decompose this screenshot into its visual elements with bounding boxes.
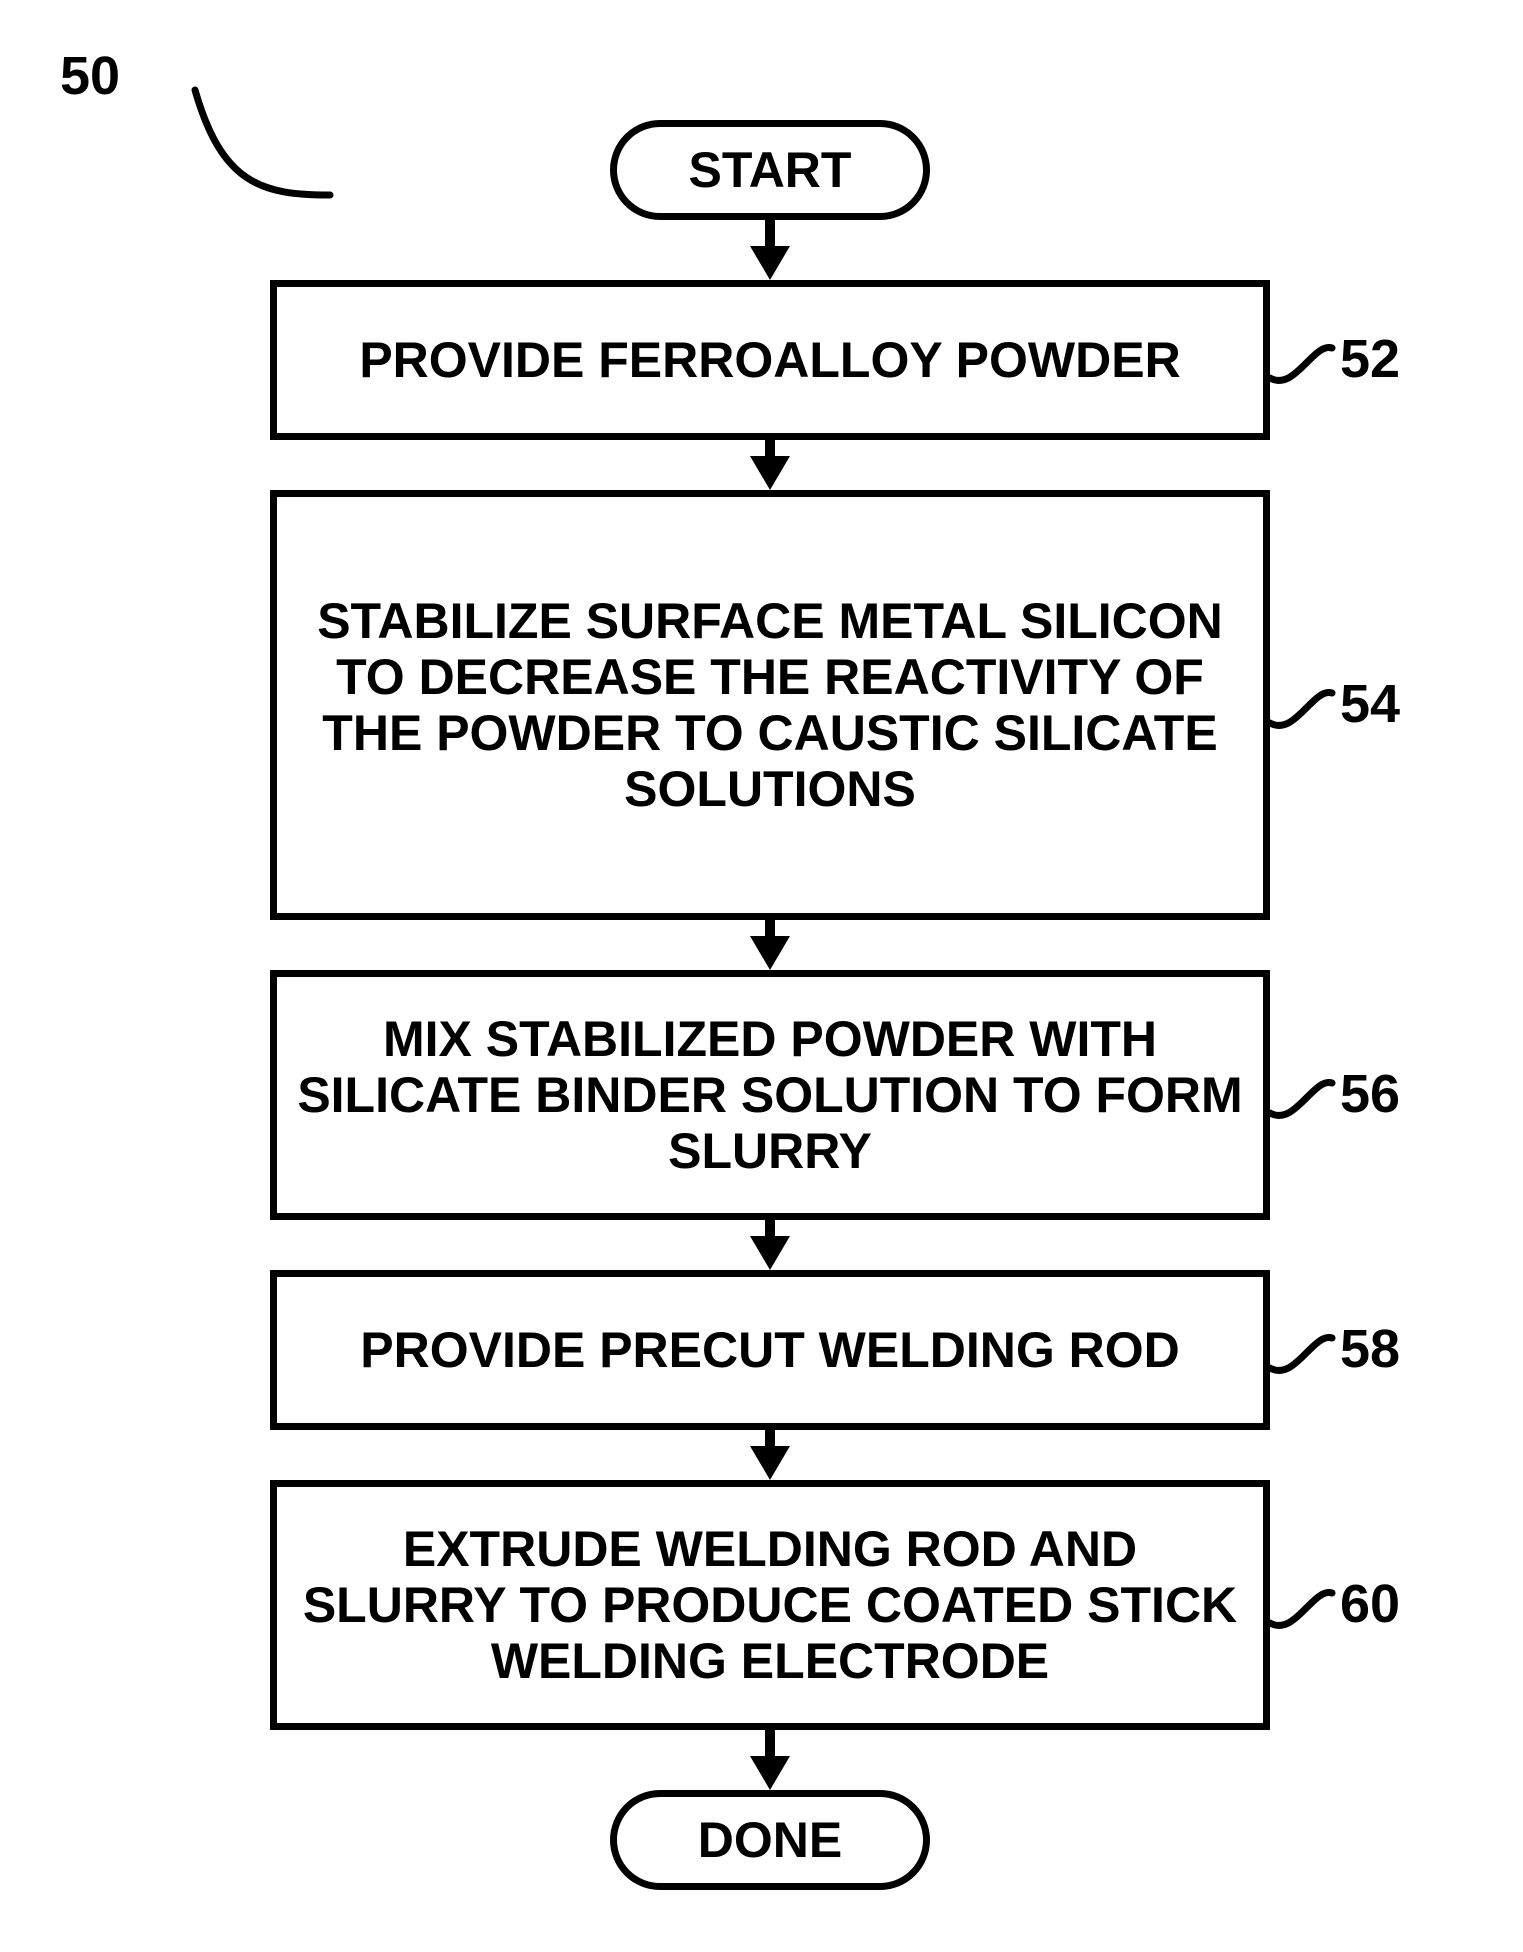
terminator-done-label: DONE: [698, 1811, 842, 1869]
process-step-56-text: MIX STABILIZED POWDER WITH SILICATE BIND…: [297, 1011, 1243, 1179]
ref-label-54: 54: [1340, 673, 1400, 735]
terminator-start: START: [610, 120, 930, 220]
ref-50-leader: [185, 80, 360, 225]
ref-label-52: 52: [1340, 328, 1400, 390]
ref-label-56: 56: [1340, 1063, 1400, 1125]
process-step-60-text: EXTRUDE WELDING ROD AND SLURRY TO PRODUC…: [297, 1521, 1243, 1689]
process-step-54-text: STABILIZE SURFACE METAL SILICON TO DECRE…: [297, 593, 1243, 817]
leader-60: [1266, 1573, 1348, 1643]
flow-arrow-0: [750, 220, 790, 280]
process-step-54: STABILIZE SURFACE METAL SILICON TO DECRE…: [270, 490, 1270, 920]
process-step-58: PROVIDE PRECUT WELDING ROD: [270, 1270, 1270, 1430]
leader-52: [1266, 328, 1348, 398]
process-step-58-text: PROVIDE PRECUT WELDING ROD: [360, 1322, 1179, 1378]
process-step-52: PROVIDE FERROALLOY POWDER: [270, 280, 1270, 440]
flow-arrow-3: [750, 1220, 790, 1270]
figure-ref-50: 50: [60, 45, 120, 107]
leader-56: [1266, 1063, 1348, 1133]
flowchart: 50 START PROVIDE FERROALLOY POWDER STABI…: [0, 0, 1523, 1952]
process-step-56: MIX STABILIZED POWDER WITH SILICATE BIND…: [270, 970, 1270, 1220]
leader-54: [1266, 673, 1348, 743]
terminator-start-label: START: [689, 141, 852, 199]
ref-label-60: 60: [1340, 1573, 1400, 1635]
leader-58: [1266, 1318, 1348, 1388]
ref-label-58: 58: [1340, 1318, 1400, 1380]
flow-arrow-4: [750, 1430, 790, 1480]
flow-arrow-5: [750, 1730, 790, 1790]
flow-arrow-2: [750, 920, 790, 970]
process-step-52-text: PROVIDE FERROALLOY POWDER: [359, 332, 1180, 388]
process-step-60: EXTRUDE WELDING ROD AND SLURRY TO PRODUC…: [270, 1480, 1270, 1730]
terminator-done: DONE: [610, 1790, 930, 1890]
flow-arrow-1: [750, 440, 790, 490]
